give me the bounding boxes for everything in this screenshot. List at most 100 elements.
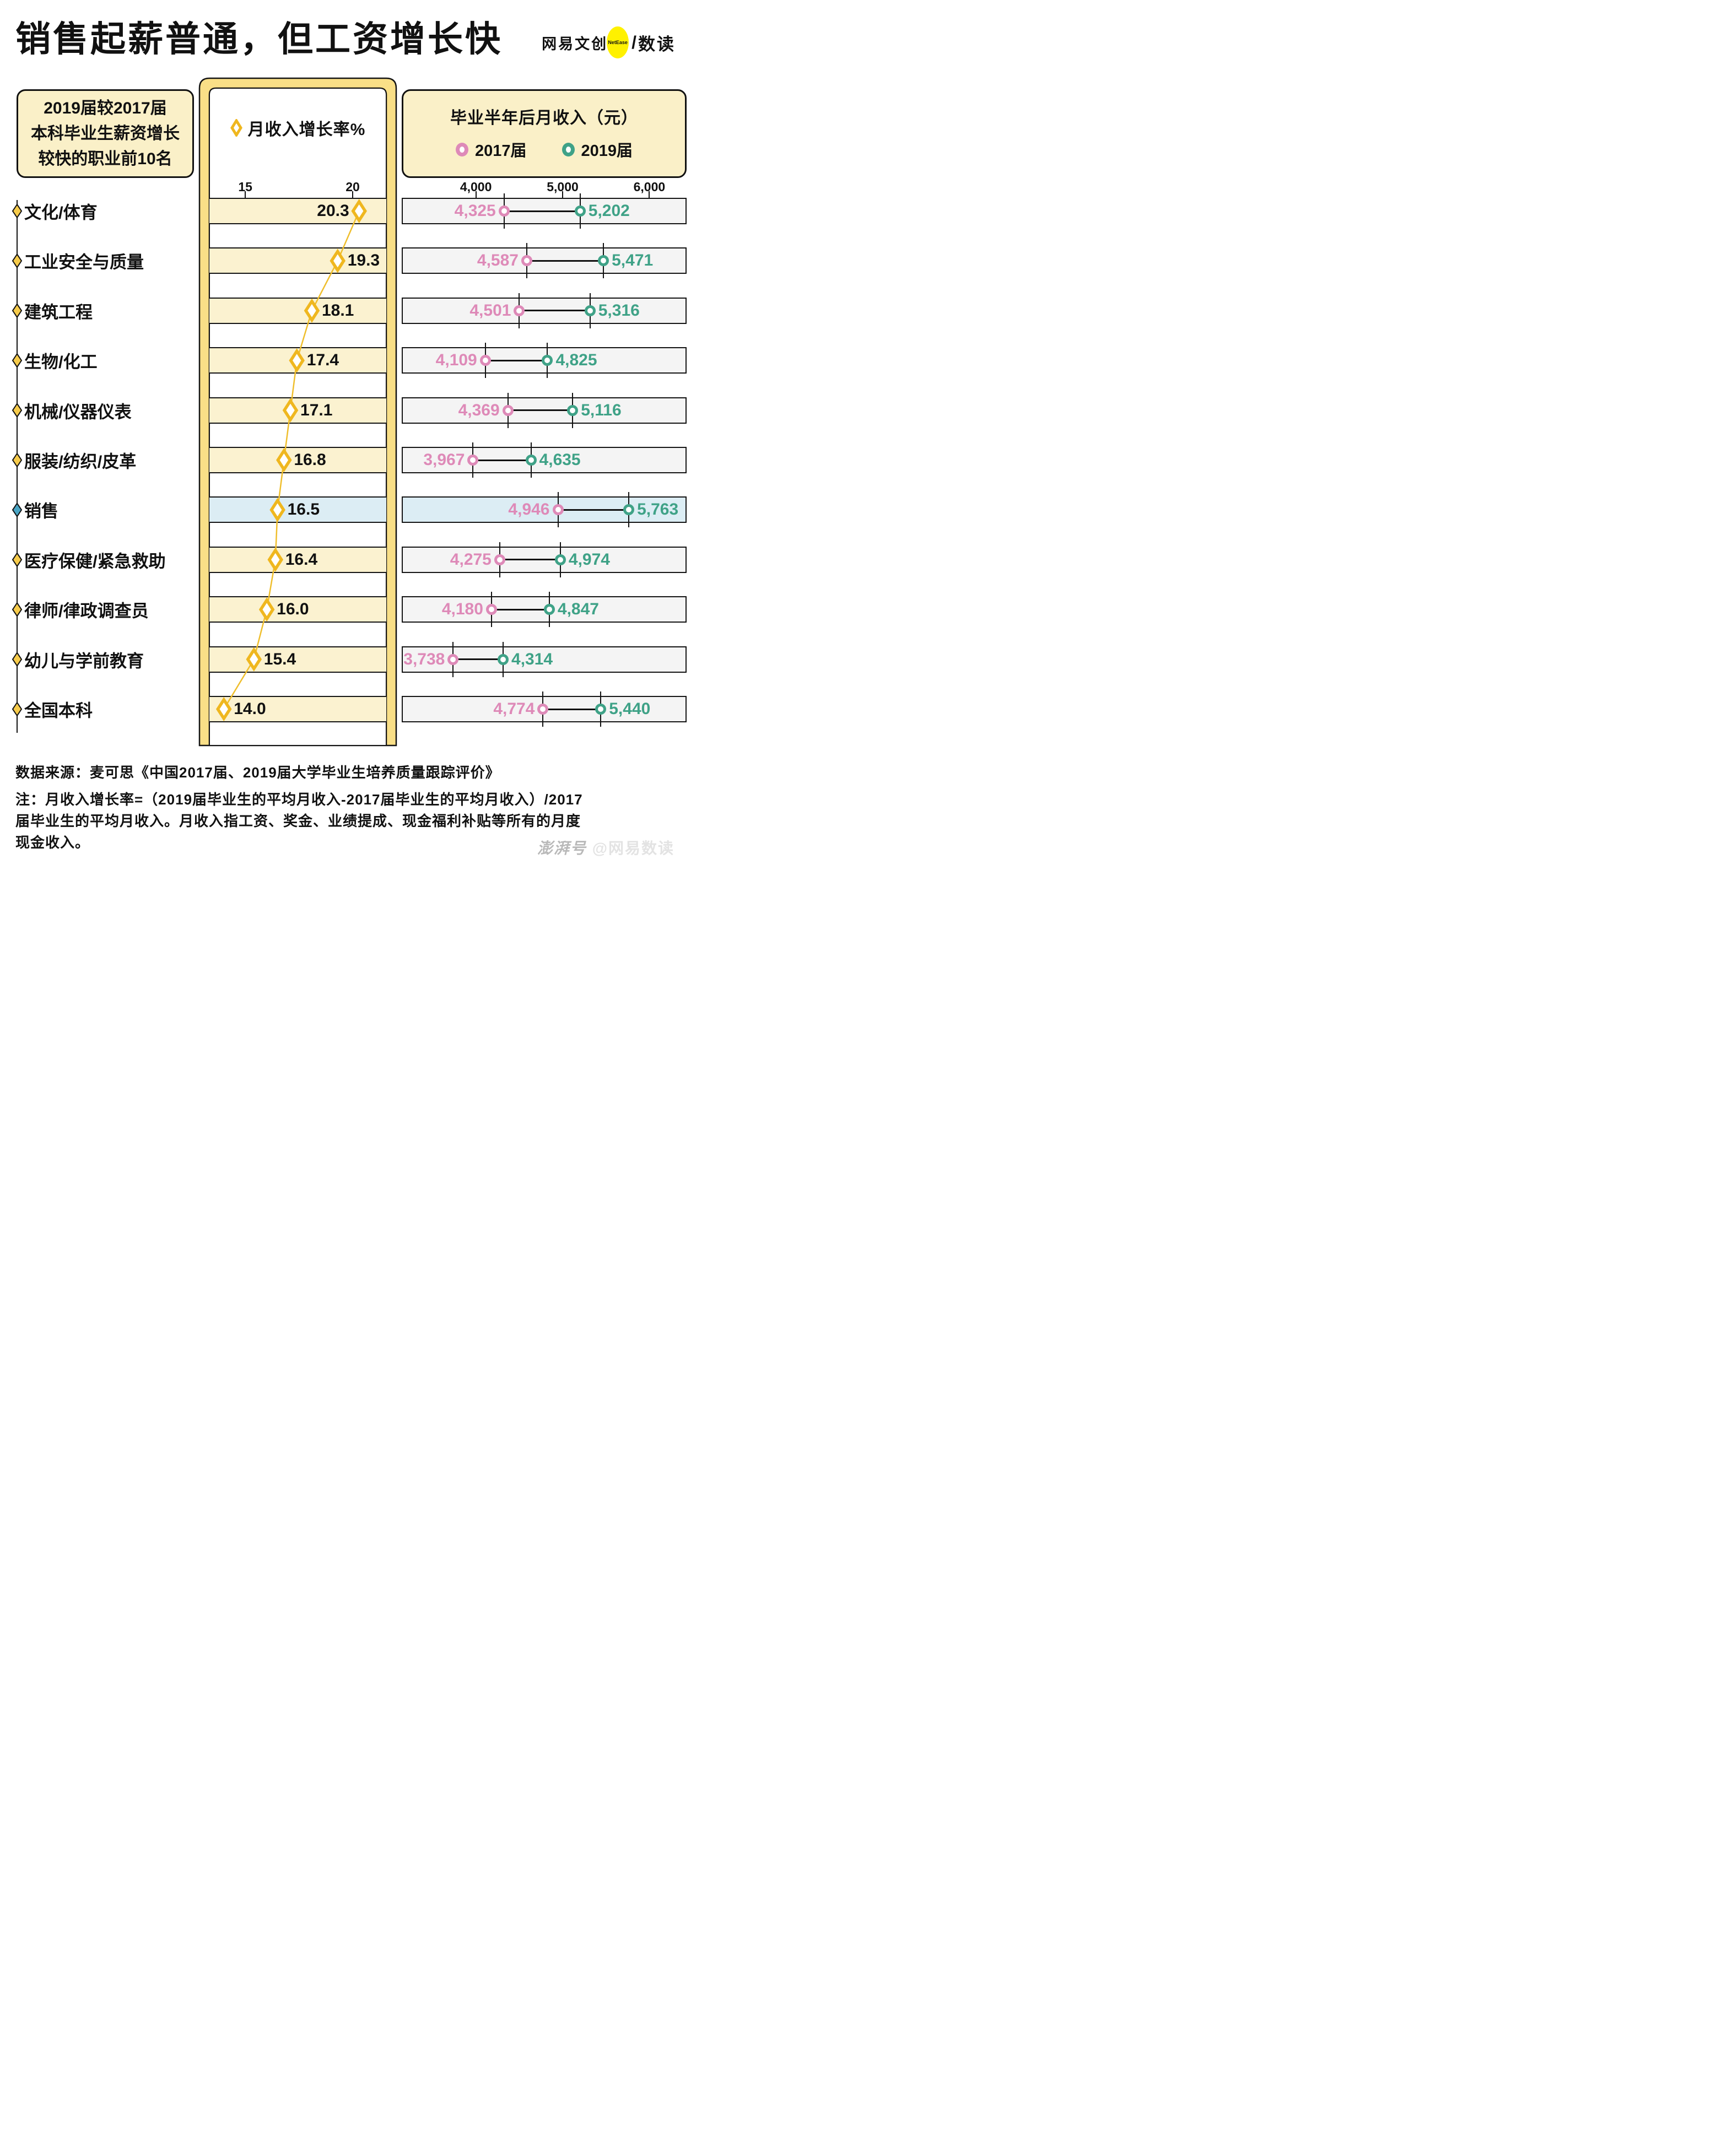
income-value-2017: 4,587 (477, 251, 519, 270)
row-label: 生物/化工 (24, 352, 98, 372)
watermark: 澎湃号 @网易数读 (537, 836, 674, 858)
income-axis-tick-mark (649, 191, 650, 198)
income-connector-line (473, 459, 531, 461)
chart-title-line: 较快的职业前10名 (38, 149, 172, 168)
growth-diamond-icon (230, 119, 242, 137)
income-value-2019: 5,471 (612, 251, 654, 270)
income-value-2019: 4,974 (568, 550, 610, 569)
income-value-2017: 4,501 (469, 301, 511, 320)
income-value-2019: 5,763 (637, 500, 679, 519)
logo-slash: / (631, 32, 636, 52)
growth-header: 月收入增长率% (209, 116, 386, 140)
income-dot-2017 (467, 455, 479, 466)
row-label: 幼儿与学前教育 (24, 651, 144, 671)
legend-item-2019: 2019届 (562, 138, 633, 161)
income-dot-2019 (623, 504, 635, 516)
growth-band-row (209, 397, 386, 424)
income-dot-2019 (525, 455, 537, 466)
income-band-row (402, 496, 687, 523)
income-dot-2017 (494, 554, 505, 565)
legend-2017-dot-icon (455, 142, 468, 156)
row-label: 工业安全与质量 (24, 252, 144, 272)
data-source-text: 数据来源：麦可思《中国2017届、2019届大学毕业生培养质量跟踪评价》 (15, 764, 500, 781)
income-dot-2019 (595, 704, 607, 715)
growth-band-row (209, 347, 386, 374)
row-label: 机械/仪器仪表 (24, 402, 132, 422)
income-axis-tick-mark (475, 191, 477, 198)
netease-badge-text: NetEase (608, 40, 628, 45)
income-connector-line (543, 708, 601, 710)
income-value-2019: 4,825 (555, 351, 597, 370)
category-spine-line (17, 200, 18, 733)
income-value-2017: 4,180 (441, 600, 483, 619)
income-connector-line (508, 409, 573, 412)
growth-value: 18.1 (321, 301, 354, 320)
watermark-handle: @网易数读 (592, 840, 674, 857)
income-header-box: 毕业半年后月收入（元） 2017届 2019届 (402, 89, 687, 178)
income-connector-line (499, 559, 560, 561)
footnote-line: 现金收入。 (15, 834, 90, 851)
income-dot-2017 (537, 704, 549, 715)
footnote-line: 届毕业生的平均月收入。月收入指工资、奖金、业绩提成、现金福利补贴等所有的月度 (15, 813, 581, 829)
footnote-line: 注：月收入增长率=（2019届毕业生的平均月收入-2017届毕业生的平均月收入）… (15, 791, 583, 808)
income-value-2019: 5,202 (588, 202, 630, 220)
growth-header-label: 月收入增长率% (247, 121, 366, 139)
income-connector-line (519, 310, 590, 312)
income-band-row (402, 447, 687, 473)
income-connector-line (504, 210, 580, 212)
income-value-2017: 3,738 (403, 650, 445, 668)
income-value-2019: 5,116 (581, 401, 622, 419)
legend: 2017届 2019届 (403, 138, 685, 161)
income-connector-line (558, 509, 629, 511)
growth-axis-tick-mark (245, 191, 246, 198)
footnote-text: 注：月收入增长率=（2019届毕业生的平均月收入-2017届毕业生的平均月收入）… (15, 789, 583, 853)
income-band-row (402, 297, 687, 324)
logo-suffix-text: 数读 (638, 34, 676, 54)
row-label: 律师/律政调查员 (24, 601, 149, 621)
income-value-2019: 4,314 (511, 650, 553, 668)
income-dot-2019 (584, 305, 596, 316)
income-value-2017: 4,774 (493, 700, 535, 718)
growth-axis-tick-mark (352, 191, 353, 198)
income-connector-line (491, 608, 549, 610)
income-dot-2019 (554, 554, 566, 565)
page-title: 销售起薪普通，但工资增长快 (15, 19, 503, 59)
income-axis-tick-mark (562, 191, 563, 198)
income-dot-2017 (485, 604, 497, 615)
income-dot-2017 (552, 504, 564, 516)
income-dot-2017 (447, 653, 459, 665)
income-header-title: 毕业半年后月收入（元） (450, 109, 638, 127)
income-value-2019: 5,440 (609, 700, 651, 718)
growth-value: 17.4 (306, 351, 339, 370)
growth-value: 16.5 (287, 500, 320, 519)
growth-value: 14.0 (234, 700, 266, 718)
chart-title-line: 2019届较2017届 (44, 99, 167, 117)
income-dot-2019 (498, 653, 509, 665)
chart-title-box: 2019届较2017届 本科毕业生薪资增长 较快的职业前10名 (17, 89, 194, 178)
income-dot-2019 (598, 255, 609, 267)
income-band-row (402, 596, 687, 623)
income-value-2017: 4,275 (450, 550, 492, 569)
growth-value: 20.3 (317, 202, 349, 220)
income-value-2017: 3,967 (423, 451, 465, 469)
growth-value: 17.1 (300, 401, 333, 419)
netease-badge-icon: NetEase (607, 26, 629, 58)
row-label: 全国本科 (24, 701, 93, 721)
growth-band-row (209, 198, 386, 224)
income-dot-2017 (514, 305, 525, 316)
growth-band-row (209, 297, 386, 324)
income-connector-line (453, 658, 504, 661)
legend-2017-label: 2017届 (474, 142, 527, 160)
row-label: 医疗保健/紧急救助 (24, 552, 166, 571)
row-label: 销售 (24, 501, 58, 521)
income-dot-2017 (479, 355, 491, 366)
growth-value: 15.4 (263, 650, 296, 668)
income-dot-2017 (498, 206, 510, 217)
income-value-2017: 4,109 (435, 351, 477, 370)
income-dot-2017 (502, 404, 514, 416)
income-dot-2019 (567, 404, 579, 416)
income-value-2019: 5,316 (598, 301, 640, 320)
income-dot-2017 (521, 255, 532, 267)
growth-value: 16.0 (277, 600, 309, 619)
growth-value: 16.8 (294, 451, 326, 469)
